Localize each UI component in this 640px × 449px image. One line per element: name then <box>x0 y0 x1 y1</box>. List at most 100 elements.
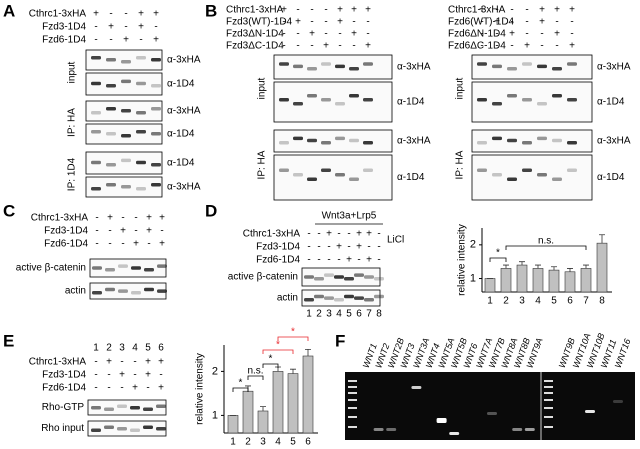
bar <box>596 242 608 293</box>
sign: + <box>539 5 545 16</box>
band <box>363 168 373 172</box>
x-tick-label: 5 <box>290 437 296 448</box>
band <box>106 58 116 62</box>
band <box>91 111 101 115</box>
sign: - <box>94 35 97 46</box>
band <box>321 62 331 66</box>
blot <box>89 258 167 278</box>
band <box>117 404 127 408</box>
row-label: Fzd3ΔC-1D4 <box>226 41 284 52</box>
annotation: n.s. <box>538 236 554 247</box>
row-label: Cthrc1-3xHA <box>243 229 301 240</box>
sign: - <box>377 255 380 266</box>
sign: - <box>525 5 528 16</box>
sign: - <box>109 9 112 20</box>
sign: - <box>327 255 330 266</box>
bar <box>548 269 560 293</box>
annotation: n.s. <box>247 366 263 377</box>
band <box>477 168 487 172</box>
band <box>567 168 577 172</box>
band <box>492 64 502 69</box>
band <box>121 185 131 189</box>
sign: + <box>133 239 139 250</box>
bar <box>500 268 512 293</box>
sign: - <box>296 5 299 16</box>
x-tick-label: 1 <box>230 437 236 448</box>
band <box>92 291 102 295</box>
band <box>349 94 359 98</box>
row-label: Fzd6-1D4 <box>42 383 86 394</box>
sign: - <box>317 255 320 266</box>
band <box>118 289 128 293</box>
group-label: input <box>257 77 268 99</box>
blot <box>471 54 593 80</box>
band <box>279 141 289 145</box>
sign: - <box>94 357 97 368</box>
lane-number: 5 <box>145 343 151 354</box>
x-tick-label: 4 <box>275 437 281 448</box>
sign: + <box>145 357 151 368</box>
band <box>151 163 161 167</box>
lane-number: 8 <box>376 309 382 320</box>
band <box>537 102 547 106</box>
sign: + <box>119 370 125 381</box>
sign: - <box>95 226 98 237</box>
bracket <box>262 363 279 368</box>
bracket <box>262 349 294 354</box>
sign: + <box>524 41 530 52</box>
sign: - <box>338 29 341 40</box>
band <box>492 173 502 177</box>
band <box>121 134 131 138</box>
gel-band <box>487 412 497 415</box>
bar <box>272 371 284 434</box>
band <box>552 138 562 143</box>
sign: + <box>569 41 575 52</box>
sign: - <box>570 17 573 28</box>
y-axis-label: relative intensity <box>195 353 206 425</box>
row-label: Cthrc1-3xHA <box>29 357 87 368</box>
error-bar <box>599 234 605 244</box>
sign: - <box>146 383 149 394</box>
band <box>144 268 154 272</box>
sign: + <box>346 255 352 266</box>
sign: + <box>336 242 342 253</box>
panel-letter: F <box>335 331 345 350</box>
sign: - <box>352 41 355 52</box>
blot-label: actin <box>277 293 298 304</box>
sign: - <box>296 29 299 40</box>
band <box>151 183 161 187</box>
sign: + <box>554 5 560 16</box>
band <box>143 425 153 429</box>
sign: - <box>357 255 360 266</box>
row-label: Fzd3(WT)-1D4 <box>226 17 293 28</box>
band <box>304 298 314 302</box>
sign: + <box>159 239 165 250</box>
sign: - <box>367 242 370 253</box>
band <box>143 407 153 411</box>
x-tick-label: 1 <box>487 296 493 307</box>
sign: + <box>146 226 152 237</box>
ladder-band <box>348 416 357 418</box>
band <box>106 183 116 187</box>
sign: - <box>94 383 97 394</box>
bracket <box>247 375 264 380</box>
blot <box>471 154 593 201</box>
group-label: IP: HA <box>455 150 466 179</box>
sign: - <box>540 29 543 40</box>
sign: + <box>479 5 485 16</box>
band <box>537 173 547 177</box>
bracket <box>489 257 507 262</box>
band <box>363 62 373 66</box>
sign: + <box>138 9 144 20</box>
sign: - <box>107 370 110 381</box>
x-tick-label: 8 <box>599 296 605 307</box>
band <box>314 294 324 299</box>
sign: + <box>158 383 164 394</box>
band <box>151 107 161 111</box>
sign: + <box>351 5 357 16</box>
blot-label: α-1D4 <box>397 172 425 183</box>
band <box>151 58 161 62</box>
sign: - <box>510 41 513 52</box>
sign: + <box>132 383 138 394</box>
band <box>136 56 146 60</box>
